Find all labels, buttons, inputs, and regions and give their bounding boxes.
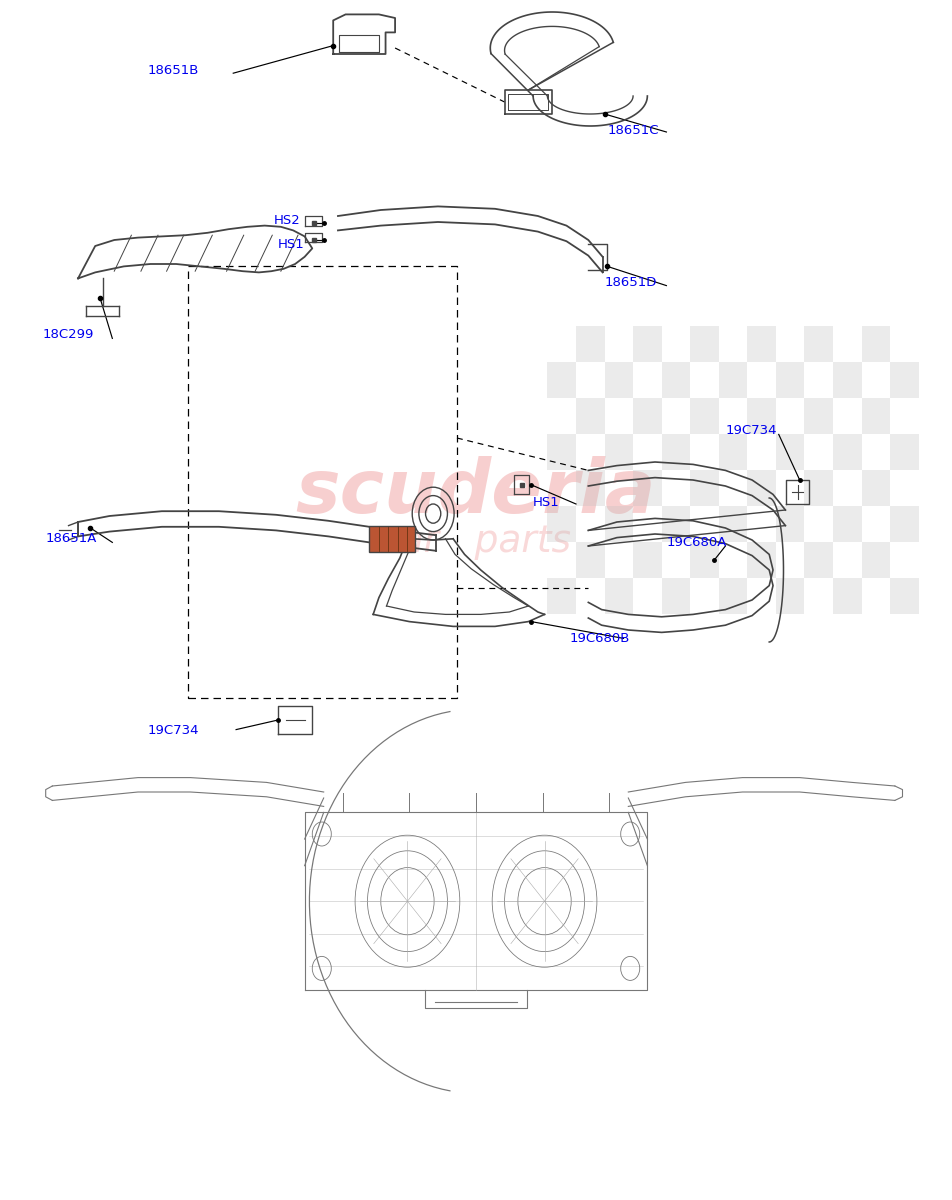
Bar <box>862 398 890 434</box>
Bar <box>862 542 890 578</box>
Bar <box>576 398 605 434</box>
Bar <box>576 542 605 578</box>
Bar <box>633 470 662 506</box>
Bar <box>605 506 633 542</box>
Bar <box>633 326 662 362</box>
Bar <box>776 506 804 542</box>
Bar <box>890 434 919 470</box>
Text: 18651D: 18651D <box>605 276 657 288</box>
Bar <box>890 578 919 614</box>
Bar <box>862 326 890 362</box>
FancyBboxPatch shape <box>369 526 415 552</box>
Bar <box>662 578 690 614</box>
Bar <box>804 470 833 506</box>
Bar <box>776 434 804 470</box>
Bar <box>662 434 690 470</box>
Bar <box>662 506 690 542</box>
Bar <box>804 398 833 434</box>
Text: HS1: HS1 <box>278 239 305 251</box>
Text: 19C734: 19C734 <box>725 425 777 437</box>
Text: 18651A: 18651A <box>46 533 97 545</box>
Text: 19C680B: 19C680B <box>569 632 629 646</box>
Bar <box>747 326 776 362</box>
Bar <box>747 542 776 578</box>
Bar <box>747 470 776 506</box>
Bar <box>576 470 605 506</box>
Bar <box>633 542 662 578</box>
Bar <box>719 362 747 398</box>
Bar <box>833 578 862 614</box>
Text: HS1: HS1 <box>533 497 560 509</box>
Bar <box>690 398 719 434</box>
Bar <box>605 434 633 470</box>
Text: 18651C: 18651C <box>607 125 659 138</box>
Bar <box>833 506 862 542</box>
Bar <box>605 578 633 614</box>
Bar <box>833 362 862 398</box>
Bar <box>605 362 633 398</box>
Bar <box>862 470 890 506</box>
Bar <box>547 362 576 398</box>
Bar <box>690 542 719 578</box>
Bar <box>747 398 776 434</box>
Bar <box>690 326 719 362</box>
Text: 19C734: 19C734 <box>148 725 199 737</box>
Bar <box>690 470 719 506</box>
Bar <box>890 506 919 542</box>
Bar <box>804 542 833 578</box>
Text: HS2: HS2 <box>274 215 301 228</box>
Text: 18651B: 18651B <box>148 65 199 77</box>
Text: scuderia: scuderia <box>296 456 656 528</box>
Bar <box>576 326 605 362</box>
Bar <box>547 578 576 614</box>
Text: car   parts: car parts <box>381 524 571 560</box>
Bar <box>662 362 690 398</box>
Bar <box>547 434 576 470</box>
Bar <box>719 506 747 542</box>
Bar <box>833 434 862 470</box>
Bar <box>633 398 662 434</box>
Bar <box>890 362 919 398</box>
Text: 19C680A: 19C680A <box>666 536 726 550</box>
Bar <box>547 506 576 542</box>
Bar <box>776 362 804 398</box>
Bar <box>719 578 747 614</box>
Bar <box>804 326 833 362</box>
Bar <box>776 578 804 614</box>
Bar <box>719 434 747 470</box>
Text: 18C299: 18C299 <box>43 329 94 341</box>
